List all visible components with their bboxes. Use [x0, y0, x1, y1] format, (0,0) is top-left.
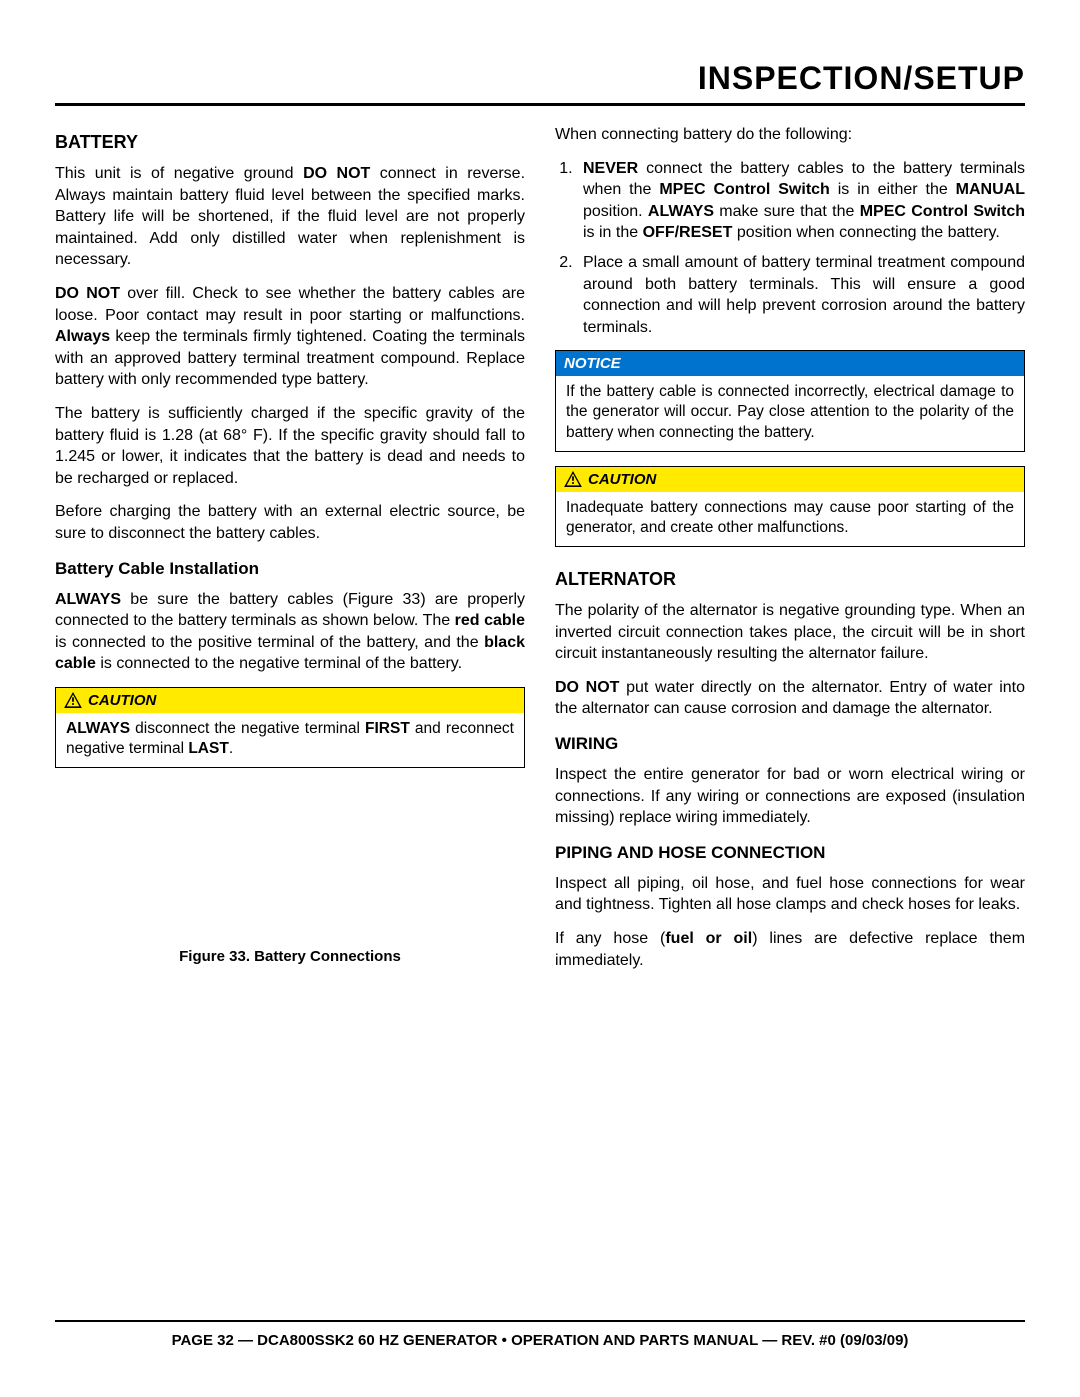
heading-wiring: WIRING: [555, 734, 1025, 754]
wiring-p: Inspect the entire generator for bad or …: [555, 764, 1025, 829]
notice-label: NOTICE: [564, 355, 621, 372]
battery-p4: Before charging the battery with an exte…: [55, 501, 525, 544]
text-bold: ALWAYS: [66, 720, 130, 737]
text-bold: MPEC Control Switch: [860, 203, 1025, 220]
text: over fill. Check to see whether the batt…: [55, 285, 525, 324]
warning-icon: [564, 471, 582, 487]
right-column: When connecting battery do the following…: [555, 124, 1025, 985]
text-bold: DO NOT: [303, 165, 370, 182]
heading-battery: BATTERY: [55, 132, 525, 153]
heading-alternator: ALTERNATOR: [555, 569, 1025, 590]
caution-header: CAUTION: [56, 688, 524, 713]
text: position.: [583, 203, 648, 220]
battery-p2: DO NOT over fill. Check to see whether t…: [55, 283, 525, 391]
battery-p3: The battery is sufficiently charged if t…: [55, 403, 525, 489]
page-title: INSPECTION/SETUP: [55, 60, 1025, 106]
text-bold: ALWAYS: [648, 203, 714, 220]
heading-cable-install: Battery Cable Installation: [55, 559, 525, 579]
content-columns: BATTERY This unit is of negative ground …: [55, 124, 1025, 985]
text-bold: LAST: [188, 740, 228, 757]
notice-header: NOTICE: [556, 351, 1024, 376]
text: position when connecting the battery.: [732, 224, 999, 241]
text-bold: MPEC Control Switch: [659, 181, 830, 198]
text-bold: MANUAL: [956, 181, 1025, 198]
figure-caption: Figure 33. Battery Connections: [55, 948, 525, 965]
text: This unit is of negative ground: [55, 165, 303, 182]
text-bold: Always: [55, 328, 110, 345]
caution-label: CAUTION: [588, 471, 656, 488]
heading-piping: PIPING AND HOSE CONNECTION: [555, 843, 1025, 863]
text: .: [229, 740, 233, 757]
text-bold: OFF/RESET: [643, 224, 733, 241]
pipe-p1: Inspect all piping, oil hose, and fuel h…: [555, 873, 1025, 916]
text: is connected to the negative terminal of…: [96, 655, 462, 672]
connect-steps: NEVER connect the battery cables to the …: [577, 158, 1025, 339]
text: If any hose (: [555, 930, 665, 947]
text: disconnect the negative terminal: [130, 720, 365, 737]
left-column: BATTERY This unit is of negative ground …: [55, 124, 525, 985]
caution-body: ALWAYS disconnect the negative terminal …: [56, 713, 524, 767]
warning-icon: [64, 692, 82, 708]
text-bold: DO NOT: [55, 285, 120, 302]
list-item: Place a small amount of battery terminal…: [577, 252, 1025, 338]
battery-p1: This unit is of negative ground DO NOT c…: [55, 163, 525, 271]
text-bold: red cable: [455, 612, 525, 629]
caution-box-2: CAUTION Inadequate battery connections m…: [555, 466, 1025, 547]
text: keep the terminals firmly tightened. Coa…: [55, 328, 525, 388]
pipe-p2: If any hose (fuel or oil) lines are defe…: [555, 928, 1025, 971]
text: is in either the: [830, 181, 956, 198]
caution-header: CAUTION: [556, 467, 1024, 492]
text-bold: fuel or oil: [665, 930, 752, 947]
caution-label: CAUTION: [88, 692, 156, 709]
text-bold: NEVER: [583, 160, 638, 177]
caution-body: Inadequate battery connections may cause…: [556, 492, 1024, 546]
page-footer: PAGE 32 — DCA800SSK2 60 HZ GENERATOR • O…: [55, 1320, 1025, 1349]
cable-p1: ALWAYS be sure the battery cables (Figur…: [55, 589, 525, 675]
text-bold: ALWAYS: [55, 591, 121, 608]
text-bold: FIRST: [365, 720, 410, 737]
caution-box-1: CAUTION ALWAYS disconnect the negative t…: [55, 687, 525, 768]
list-item: NEVER connect the battery cables to the …: [577, 158, 1025, 244]
text: make sure that the: [714, 203, 860, 220]
text-bold: DO NOT: [555, 679, 619, 696]
notice-body: If the battery cable is connected incorr…: [556, 376, 1024, 450]
text: put water directly on the alternator. En…: [555, 679, 1025, 718]
connect-intro: When connecting battery do the following…: [555, 124, 1025, 146]
alt-p2: DO NOT put water directly on the alterna…: [555, 677, 1025, 720]
notice-box: NOTICE If the battery cable is connected…: [555, 350, 1025, 451]
alt-p1: The polarity of the alternator is negati…: [555, 600, 1025, 665]
text: is connected to the positive terminal of…: [55, 634, 484, 651]
text: is in the: [583, 224, 643, 241]
